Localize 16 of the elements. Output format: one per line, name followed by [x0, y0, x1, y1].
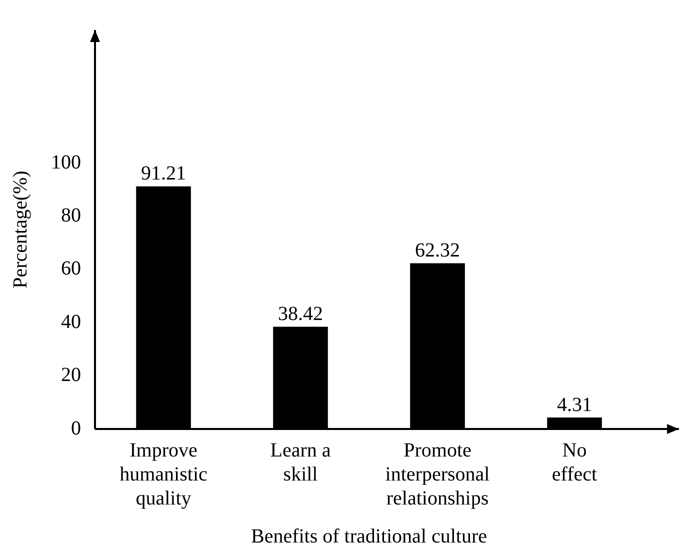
- x-tick-label: Promote interpersonal relationships: [385, 439, 490, 510]
- x-tick-label: No effect: [552, 439, 598, 486]
- y-tick-label: 80: [61, 204, 81, 226]
- y-tick-label: 100: [51, 151, 81, 174]
- y-tick-label: 20: [61, 364, 81, 386]
- y-axis-title: Percentage(%): [9, 170, 32, 288]
- x-tick-label: Learn a skill: [270, 439, 331, 486]
- data-label: 62.32: [415, 239, 460, 262]
- data-label: 4.31: [557, 394, 592, 416]
- x-axis-title: Benefits of traditional culture: [250, 525, 488, 548]
- y-tick-label: 40: [61, 310, 81, 333]
- x-tick-label: Improve humanistic quality: [120, 439, 208, 510]
- data-label: 91.21: [141, 162, 186, 185]
- y-tick-label: 0: [71, 417, 81, 440]
- y-tick-label: 60: [61, 258, 81, 280]
- data-label: 38.42: [278, 303, 323, 326]
